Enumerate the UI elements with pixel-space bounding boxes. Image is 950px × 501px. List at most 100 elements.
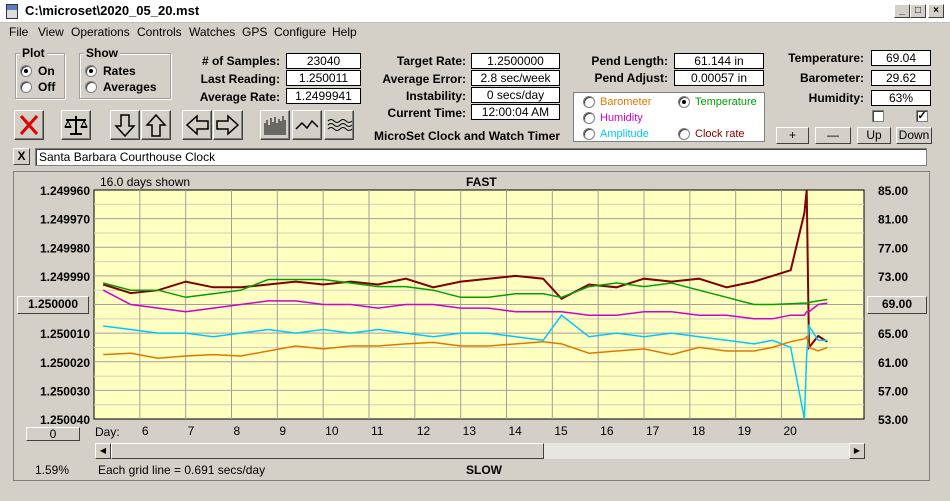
series-clock-rate [102,189,828,351]
slow-label: SLOW [466,463,502,477]
line-graph-button[interactable] [292,110,322,140]
scrollbar-thumb[interactable] [111,443,544,459]
legend-barometer-label: Barometer [600,96,652,108]
plot-on-radio[interactable] [20,65,32,77]
minimize-button[interactable]: _ [894,4,910,18]
plus-button[interactable]: + [776,127,809,144]
up-button[interactable]: Up [857,127,891,144]
balance-button[interactable] [61,110,91,140]
bar-graph-button[interactable] [260,110,290,140]
y-right-tick-label: 65.00 [878,327,908,341]
legend-amplitude-radio[interactable] [583,128,595,140]
window-title: C:\microset\2020_05_20.mst [25,3,200,18]
x-tick-label: 16 [600,424,614,438]
fast-label: FAST [466,175,497,189]
barometer-label: Barometer: [799,71,864,85]
rate-up-button[interactable] [141,110,171,140]
pend-adjust-label: Pend Adjust: [594,71,668,85]
clock-name-field[interactable]: Santa Barbara Courthouse Clock [35,148,927,166]
current-time-label: Current Time: [387,106,466,120]
x-tick-label: 20 [784,424,798,438]
y-right-tick-label: 85.00 [878,184,908,198]
menu-help[interactable]: Help [332,25,357,39]
legend-humidity-radio[interactable] [583,112,595,124]
menu-configure[interactable]: Configure [274,25,327,39]
y-left-tick-label: 1.249960 [40,184,90,198]
samples-value: 23040 [286,53,361,69]
x-tick-label: 17 [646,424,660,438]
humidity-value: 63% [871,90,931,106]
last-reading-value: 1.250011 [286,70,361,86]
grid-note-label: Each grid line = 0.691 secs/day [98,463,266,477]
arrow-right-icon [216,114,240,136]
menu-file[interactable]: File [9,25,29,39]
target-rate-button[interactable]: 1.250000 [17,296,89,314]
show-group [79,53,171,99]
menu-operations[interactable]: Operations [71,25,130,39]
arrow-left-icon [185,114,209,136]
rate-down-button[interactable] [110,110,140,140]
series-amplitude [103,314,828,420]
x-tick-label: 9 [279,424,286,438]
days-shown-label: 16.0 days shown [100,175,191,189]
show-group-title: Show [84,46,120,60]
target-rate-value[interactable]: 1.2500000 [471,53,560,69]
x-tick-label: 10 [325,424,339,438]
x-tick-label: 6 [142,424,149,438]
legend-clock-rate-radio[interactable] [678,128,690,140]
menu-view[interactable]: View [38,25,64,39]
scroll-right-arrow[interactable]: ▶ [849,443,865,459]
minus-button[interactable]: — [815,127,851,144]
samples-label: # of Samples: [201,54,280,68]
pend-length-value[interactable]: 61.144 in [674,53,764,69]
down-button[interactable]: Down [896,127,932,144]
legend-barometer-radio[interactable] [583,96,595,108]
menu-bar: File View Operations Controls Watches GP… [0,23,950,42]
averages-label: Averages [103,80,157,94]
y-right-tick-label: 81.00 [878,213,908,227]
maximize-button[interactable]: □ [910,4,926,18]
x-tick-label: 19 [738,424,752,438]
close-window-button[interactable]: × [928,4,944,18]
y-right-tick-label: 77.00 [878,241,908,255]
stop-button[interactable] [14,110,44,140]
app-caption: MicroSet Clock and Watch Timer [374,129,561,143]
x-tick-label: 18 [692,424,706,438]
env-checkbox-1[interactable] [872,110,884,122]
plot-off-label: Off [38,80,56,94]
legend-temperature-label: Temperature [695,96,757,108]
stop-x-icon [19,115,39,135]
pend-adjust-value[interactable]: 0.00057 in [674,70,764,86]
plot-off-radio[interactable] [20,81,32,93]
x-tick-label: 12 [417,424,431,438]
rates-radio[interactable] [85,65,97,77]
y-left-tick-label: 1.249980 [40,241,90,255]
y-left-tick-label: 1.250040 [40,413,90,427]
current-time-value: 12:00:04 AM [471,104,560,120]
barometer-value: 29.62 [871,70,931,86]
y-left-tick-label: 1.249970 [40,213,90,227]
scroll-left-arrow[interactable]: ◀ [95,443,111,459]
series-temperature [103,278,828,306]
offset-button[interactable]: 0 [26,427,80,441]
scroll-left-button[interactable] [182,110,212,140]
x-tick-label: 7 [188,424,195,438]
temperature-setpoint-button[interactable]: 69.00 [867,296,927,314]
wave-graph-button[interactable] [324,110,354,140]
x-tick-label: 8 [234,424,241,438]
temperature-label: Temperature: [788,51,864,65]
menu-watches[interactable]: Watches [189,25,236,39]
averages-radio[interactable] [85,81,97,93]
plot-on-label: On [38,64,55,78]
menu-controls[interactable]: Controls [137,25,182,39]
series-barometer [103,335,828,359]
legend-temperature-radio[interactable] [678,96,690,108]
clear-clock-button[interactable]: X [13,148,30,165]
menu-gps[interactable]: GPS [242,25,268,39]
rates-label: Rates [103,64,136,78]
scroll-right-button[interactable] [213,110,243,140]
bar-graph-icon [264,116,286,135]
day-label: Day: [95,425,120,439]
env-checkbox-2[interactable]: ✓ [916,110,928,122]
